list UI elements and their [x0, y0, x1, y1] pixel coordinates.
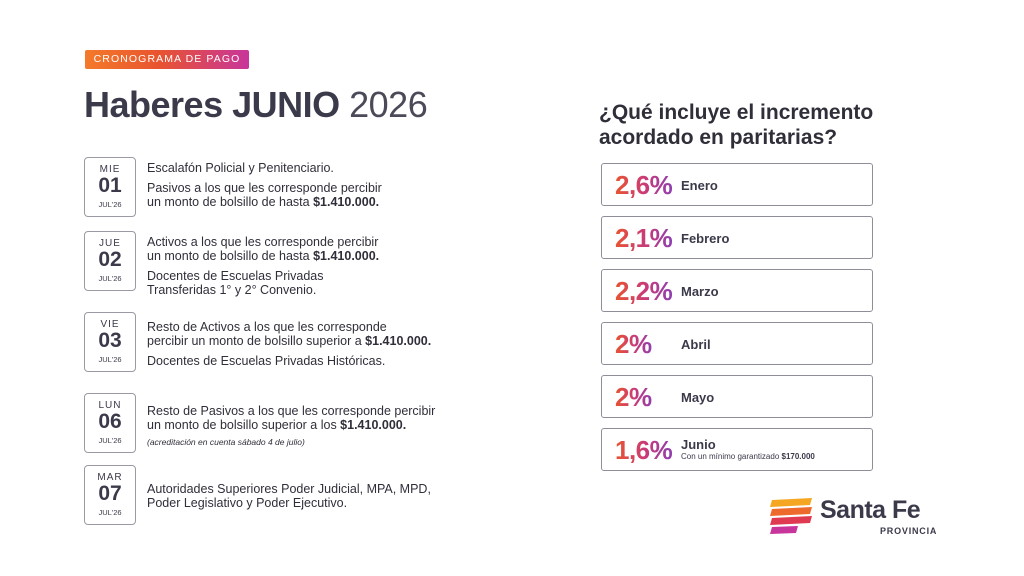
schedule-line: Activos a los que les corresponde percib… [147, 235, 447, 249]
schedule-line-text: Resto de Pasivos a los que les correspon… [147, 404, 436, 418]
increment-percent: 2,1% [615, 223, 673, 253]
santa-fe-logo: Santa Fe PROVINCIA [768, 496, 943, 538]
schedule-line-text: percibir un monto de bolsillo superior a [147, 334, 366, 348]
date-card: VIE 03 JUL'26 [84, 312, 136, 372]
increments-title-line-2: acordado en paritarias? [599, 126, 838, 149]
date-month: JUL'26 [98, 508, 122, 517]
schedule-line: Docentes de Escuelas Privadas [147, 269, 447, 283]
brand-name: Santa Fe [820, 496, 921, 524]
schedule-amount: $1.410.000. [313, 195, 380, 209]
date-month: JUL'26 [98, 200, 122, 209]
schedule-line: Pasivos a los que les corresponde percib… [147, 181, 447, 195]
schedule-line-text: un monto de bolsillo de hasta [147, 249, 314, 263]
increment-card: 2,6% Enero [601, 163, 873, 206]
increment-card: 2% Mayo [601, 375, 873, 418]
increment-month: Enero [681, 178, 718, 193]
date-day: 03 [98, 329, 122, 352]
schedule-line: Escalafón Policial y Penitenciario. [147, 161, 447, 175]
page-title: Haberes JUNIO 2026 [84, 84, 428, 126]
increments-title-line-1: ¿Qué incluye el incremento [599, 101, 874, 124]
date-weekday: MAR [97, 472, 123, 483]
schedule-line: un monto de bolsillo superior a los $1.4… [147, 418, 447, 432]
schedule-line: un monto de bolsillo de hasta $1.410.000… [147, 249, 447, 263]
schedule-line: Resto de Pasivos a los que les correspon… [147, 404, 447, 418]
schedule-amount: $1.410.000. [340, 418, 407, 432]
date-month: JUL'26 [98, 355, 122, 364]
schedule-line-text: Transferidas 1° y 2° Convenio. [147, 283, 317, 297]
increment-percent: 2% [615, 329, 652, 359]
date-day: 01 [98, 174, 122, 197]
schedule-description: Escalafón Policial y Penitenciario. Pasiv… [147, 161, 447, 209]
schedule-badge: CRONOGRAMA DE PAGO [85, 50, 249, 69]
date-day: 07 [98, 482, 122, 505]
date-day: 02 [98, 248, 122, 271]
increment-card: 2,2% Marzo [601, 269, 873, 312]
increment-month: Junio [681, 437, 716, 452]
increment-card: 2,1% Febrero [601, 216, 873, 259]
schedule-line-text: un monto de bolsillo superior a los [147, 418, 341, 432]
brand-subtitle: PROVINCIA [880, 526, 938, 536]
increment-month: Mayo [681, 390, 715, 405]
page-title-year: 2026 [349, 84, 428, 125]
schedule-line-text: Resto de Activos a los que les correspon… [147, 320, 387, 334]
schedule-line: Transferidas 1° y 2° Convenio. [147, 283, 447, 297]
schedule-description: Autoridades Superiores Poder Judicial, M… [147, 482, 447, 510]
schedule-note: (acreditación en cuenta sábado 4 de juli… [147, 437, 305, 447]
increment-percent: 2% [615, 382, 652, 412]
date-card: JUE 02 JUL'26 [84, 231, 136, 291]
increment-card: 2% Abril [601, 322, 873, 365]
date-month: JUL'26 [98, 436, 122, 445]
schedule-amount: $1.410.000. [313, 249, 380, 263]
increments-title: ¿Qué incluye el incremento acordado en p… [599, 100, 873, 150]
schedule-line-text: Poder Legislativo y Poder Ejecutivo. [147, 496, 348, 510]
increment-subtext-label: Con un mínimo garantizado [681, 452, 782, 461]
date-card: MIE 01 JUL'26 [84, 157, 136, 217]
date-weekday: VIE [100, 319, 120, 330]
date-weekday: MIE [99, 164, 121, 175]
increment-month: Marzo [681, 284, 719, 299]
page-title-main: Haberes JUNIO [84, 84, 340, 125]
increment-subtext-amount: $170.000 [781, 452, 815, 461]
increment-month: Abril [681, 337, 711, 352]
schedule-description: Resto de Activos a los que les correspon… [147, 320, 447, 368]
increment-percent: 1,6% [615, 435, 673, 465]
schedule-description: Resto de Pasivos a los que les correspon… [147, 404, 447, 449]
schedule-line: Docentes de Escuelas Privadas Históricas… [147, 354, 447, 368]
schedule-line-text: Pasivos a los que les corresponde percib… [147, 181, 382, 195]
date-weekday: LUN [98, 400, 122, 411]
schedule-line-text: Activos a los que les corresponde percib… [147, 235, 379, 249]
schedule-line: Poder Legislativo y Poder Ejecutivo. [147, 496, 447, 510]
schedule-line-text: Docentes de Escuelas Privadas Históricas… [147, 354, 386, 368]
schedule-line-text: Docentes de Escuelas Privadas [147, 269, 324, 283]
date-weekday: JUE [99, 238, 121, 249]
schedule-description: Activos a los que les corresponde percib… [147, 235, 447, 297]
increment-percent: 2,2% [615, 276, 673, 306]
date-card: LUN 06 JUL'26 [84, 393, 136, 453]
schedule-line: Autoridades Superiores Poder Judicial, M… [147, 482, 447, 496]
increment-card: 1,6% Junio Con un mínimo garantizado $170.… [601, 428, 873, 471]
date-month: JUL'26 [98, 274, 122, 283]
increment-subtext: Con un mínimo garantizado $170.000 [681, 452, 815, 461]
santa-fe-flag-icon [770, 498, 812, 534]
schedule-line-text: Autoridades Superiores Poder Judicial, M… [147, 482, 431, 496]
increment-percent: 2,6% [615, 170, 673, 200]
schedule-line-text: Escalafón Policial y Penitenciario. [147, 161, 334, 175]
schedule-line-text: un monto de bolsillo de hasta [147, 195, 314, 209]
schedule-line: un monto de bolsillo de hasta $1.410.000… [147, 195, 447, 209]
date-card: MAR 07 JUL'26 [84, 465, 136, 525]
increment-month: Febrero [681, 231, 730, 246]
schedule-amount: $1.410.000. [365, 334, 432, 348]
date-day: 06 [98, 410, 122, 433]
schedule-line: percibir un monto de bolsillo superior a… [147, 334, 447, 348]
schedule-line: Resto de Activos a los que les correspon… [147, 320, 447, 334]
